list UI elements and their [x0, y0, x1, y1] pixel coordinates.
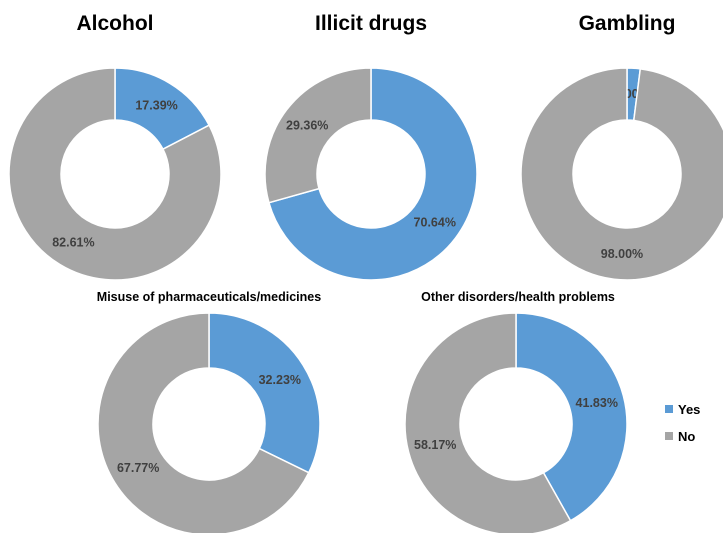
donut-gambling: 2.00%98.00% [520, 67, 723, 281]
data-label-misuse-pharmaceuticals-yes: 32.23% [259, 373, 301, 387]
data-label-alcohol-no: 82.61% [52, 235, 94, 249]
donut-misuse-pharmaceuticals: 32.23% 67.77% [97, 312, 321, 533]
slice-other-disorders-no [404, 312, 572, 533]
legend-swatch-no [665, 432, 673, 440]
data-label-other-disorders-yes: 41.83% [576, 396, 618, 410]
data-label-illicit-drugs-yes: 70.64% [414, 215, 456, 229]
chart-misuse-pharmaceuticals: Misuse of pharmaceuticals/medicines 32.2… [97, 290, 321, 533]
data-label-gambling-no: 98.00% [601, 247, 643, 261]
chart-title-misuse-pharmaceuticals: Misuse of pharmaceuticals/medicines [97, 290, 321, 304]
data-label-other-disorders-no: 58.17% [414, 438, 456, 452]
chart-other-disorders: Other disorders/health problems 41.83% 58… [404, 290, 628, 533]
legend-label-yes: Yes [678, 402, 700, 417]
data-label-misuse-pharmaceuticals-no: 67.77% [117, 461, 159, 475]
chart-gambling: Gambling 2.00%98.00% [520, 12, 723, 281]
slice-illicit-drugs-yes [268, 67, 478, 281]
chart-title-alcohol: Alcohol [77, 12, 154, 35]
legend-item-yes: Yes [665, 402, 700, 417]
chart-title-gambling: Gambling [579, 12, 676, 35]
slice-misuse-pharmaceuticals-no [97, 312, 310, 533]
legend-item-no: No [665, 429, 695, 444]
legend-label-no: No [678, 429, 695, 444]
donut-alcohol: 17.39% 82.61% [8, 67, 222, 281]
donut-illicit-drugs: 70.64% 29.36% [264, 67, 478, 281]
donut-other-disorders: 41.83% 58.17% [404, 312, 628, 533]
slice-other-disorders-yes [515, 312, 628, 522]
legend: Yes No [665, 402, 700, 444]
data-label-alcohol-yes: 17.39% [135, 99, 177, 113]
chart-illicit-drugs: Illicit drugs 70.64% 29.36% [264, 12, 478, 281]
legend-swatch-yes [665, 405, 673, 413]
slice-misuse-pharmaceuticals-yes [208, 312, 321, 474]
chart-title-other-disorders: Other disorders/health problems [421, 290, 615, 304]
chart-alcohol: Alcohol 17.39% 82.61% [8, 12, 222, 281]
chart-title-illicit-drugs: Illicit drugs [315, 12, 427, 35]
slice-alcohol-no [8, 67, 222, 281]
slice-gambling-no [520, 67, 723, 281]
slice-illicit-drugs-no [264, 67, 372, 204]
data-label-illicit-drugs-no: 29.36% [286, 119, 328, 133]
